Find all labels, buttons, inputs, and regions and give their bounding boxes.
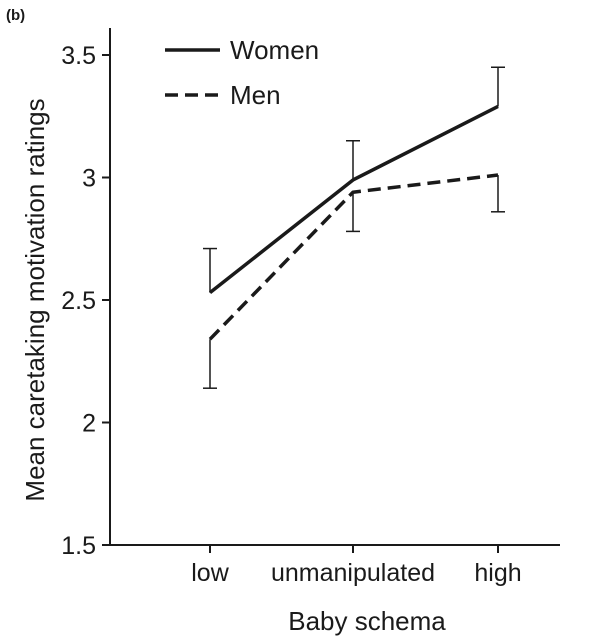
- y-axis-title: Mean caretaking motivation ratings: [20, 98, 50, 501]
- series-lines: [208, 104, 499, 341]
- legend-label-men: Men: [230, 80, 281, 110]
- x-tick-label: high: [474, 559, 521, 587]
- x-ticks: low unmanipulated high: [191, 545, 522, 587]
- y-tick-label: 3.5: [61, 42, 96, 70]
- y-tick-label: 3: [82, 165, 96, 193]
- y-tick-label: 2: [82, 410, 96, 438]
- error-bars: [203, 66, 505, 389]
- x-axis-title: Baby schema: [288, 606, 446, 636]
- y-tick-label: 1.5: [61, 532, 96, 560]
- legend: Women Men: [165, 35, 319, 110]
- axes: [109, 28, 560, 546]
- x-tick-label: unmanipulated: [271, 559, 435, 587]
- panel-label: (b): [6, 7, 25, 24]
- y-ticks: 1.5 2 2.5 3 3.5: [61, 42, 110, 560]
- series-line-men: [208, 173, 499, 341]
- x-tick-label: low: [191, 559, 229, 587]
- legend-label-women: Women: [230, 35, 319, 65]
- y-tick-label: 2.5: [61, 287, 96, 315]
- series-line-women: [208, 104, 499, 295]
